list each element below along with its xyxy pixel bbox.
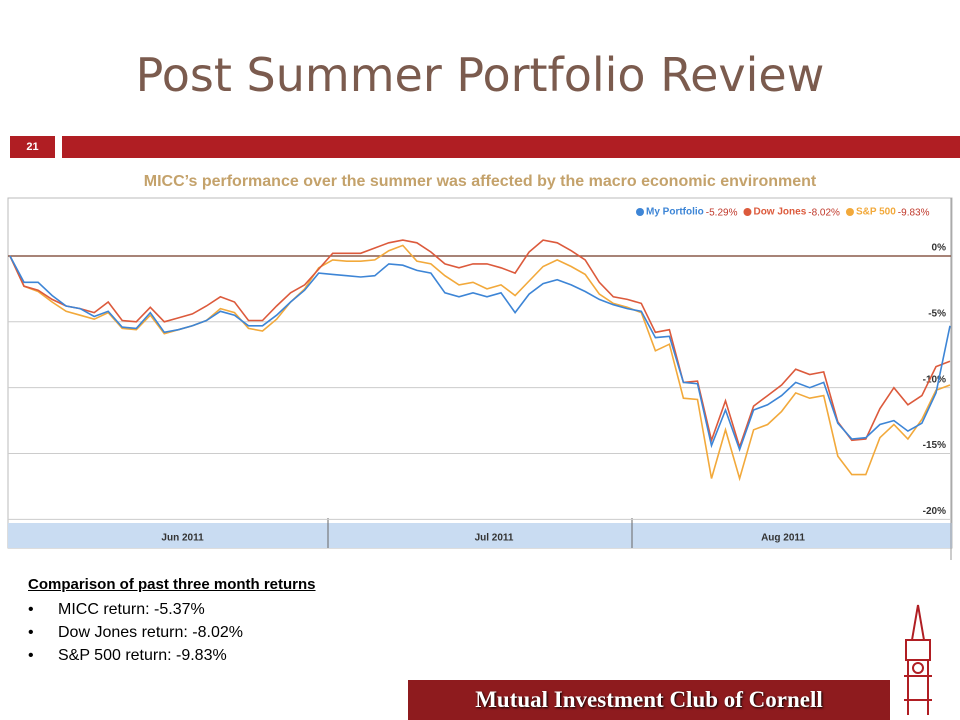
y-tick-label: 0% xyxy=(932,243,947,254)
comparison-item: Dow Jones return: -8.02% xyxy=(28,624,316,642)
series-line xyxy=(9,239,951,450)
legend-swatch xyxy=(636,208,644,216)
comparison: Comparison of past three month returns M… xyxy=(28,576,316,670)
comparison-item: S&P 500 return: -9.83% xyxy=(28,647,316,665)
footer-banner: Mutual Investment Club of Cornell xyxy=(408,680,890,720)
timeline-strip xyxy=(8,523,952,548)
y-tick-label: -20% xyxy=(923,506,946,517)
header-bar xyxy=(62,136,960,158)
slide-title: Post Summer Portfolio Review xyxy=(135,48,825,102)
x-tick-label: Jul 2011 xyxy=(475,533,514,544)
series-line xyxy=(9,244,951,482)
legend-name: S&P 500 xyxy=(856,207,896,218)
legend-swatch xyxy=(845,208,854,216)
series-line xyxy=(9,255,951,452)
legend-name: Dow Jones xyxy=(753,207,806,218)
legend-value: -9.83% xyxy=(898,208,930,219)
plot-frame xyxy=(7,197,953,549)
legend-swatch xyxy=(743,208,752,216)
subtitle: MICC’s performance over the summer was a… xyxy=(143,173,817,190)
slide-number: 21 xyxy=(10,136,55,158)
comparison-list: MICC return: -5.37% Dow Jones return: -8.… xyxy=(28,601,316,665)
legend-name: My Portfolio xyxy=(646,207,704,218)
comparison-heading: Comparison of past three month returns xyxy=(28,576,316,593)
y-tick-label: -5% xyxy=(928,308,946,319)
legend-value: -8.02% xyxy=(808,208,840,219)
legend-value: -5.29% xyxy=(706,208,738,219)
x-tick-label: Jun 2011 xyxy=(161,533,204,544)
x-tick-label: Aug 2011 xyxy=(761,533,805,544)
y-tick-label: -15% xyxy=(923,440,946,451)
clock-tower-icon xyxy=(904,604,932,715)
comparison-item: MICC return: -5.37% xyxy=(28,601,316,619)
y-tick-label: -10% xyxy=(923,374,946,385)
